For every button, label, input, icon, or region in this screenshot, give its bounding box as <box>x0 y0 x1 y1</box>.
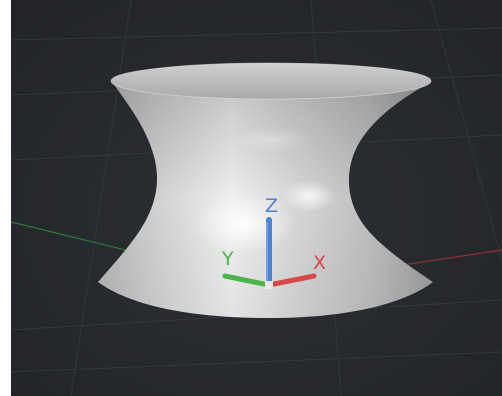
scene-canvas <box>11 0 502 396</box>
gizmo-origin <box>265 281 273 289</box>
hyperboloid-top-rim-edge <box>110 62 432 100</box>
specular-highlight-secondary <box>283 180 335 212</box>
specular-highlight-main <box>191 194 295 254</box>
ucs-gizmo[interactable] <box>222 217 317 289</box>
gizmo-x-label: X <box>313 252 327 274</box>
gizmo-y-label: Y <box>222 248 234 270</box>
hyperboloid-top-rim <box>111 63 431 99</box>
gizmo-x-axis <box>266 273 317 288</box>
specular-highlight-upper <box>233 128 313 152</box>
3d-viewport[interactable]: Z Y X <box>11 0 502 396</box>
gizmo-z-label: Z <box>265 195 279 217</box>
gizmo-y-axis <box>222 273 272 288</box>
